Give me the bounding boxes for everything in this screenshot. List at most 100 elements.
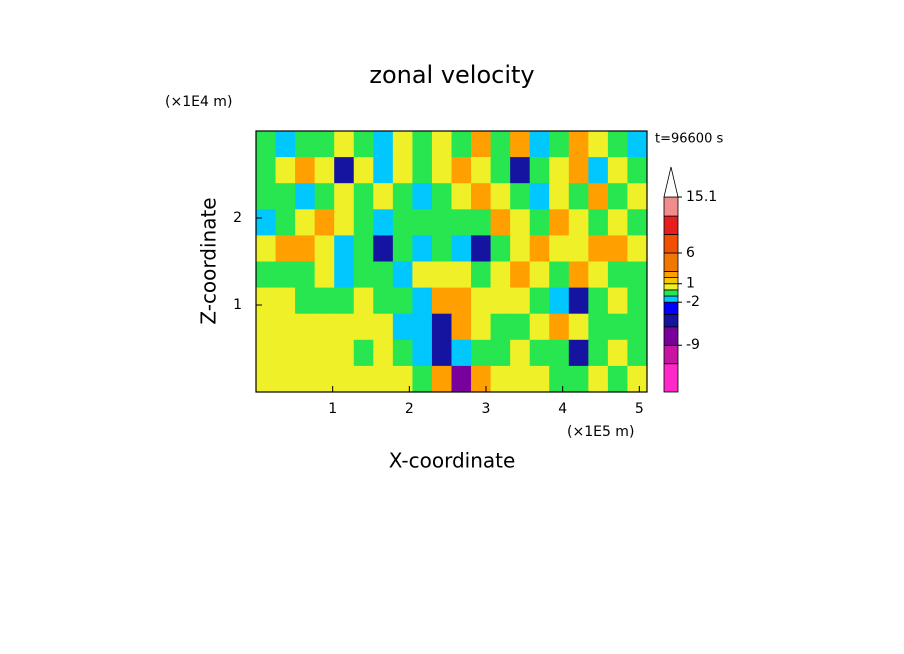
colorbar-tick-label: 1	[686, 276, 695, 292]
plot-frame	[255, 130, 648, 393]
contour-cell	[607, 261, 628, 289]
x-tick-label: 3	[482, 401, 491, 417]
colorbar-box	[663, 344, 679, 365]
contour-cell	[256, 313, 277, 341]
contour-cell	[451, 209, 472, 236]
contour-cell	[431, 261, 452, 289]
contour-cell	[627, 339, 648, 367]
contour-cell	[295, 183, 316, 210]
contour-cell	[275, 287, 296, 315]
contour-cell	[275, 131, 296, 158]
contour-cell	[471, 235, 492, 262]
contour-cell	[627, 313, 648, 341]
contour-cell	[588, 287, 609, 315]
contour-cell	[490, 209, 511, 236]
contour-cell	[627, 261, 648, 289]
contour-cell	[451, 183, 472, 210]
contour-cell	[334, 235, 355, 262]
contour-cell	[549, 339, 570, 367]
contour-cell	[412, 209, 433, 236]
time-label: t=96600 s	[655, 132, 723, 147]
contour-cell	[627, 183, 648, 210]
contour-cell	[295, 339, 316, 367]
contour-cell	[334, 339, 355, 367]
colorbar-box	[663, 363, 679, 393]
contour-cell	[353, 209, 374, 236]
contour-cell	[412, 313, 433, 341]
contour-cell	[451, 365, 472, 393]
contour-cell	[549, 313, 570, 341]
contour-cell	[314, 235, 335, 262]
contour-cell	[275, 235, 296, 262]
colorbar-box	[663, 271, 679, 278]
contour-cell	[314, 183, 335, 210]
contour-cell	[627, 287, 648, 315]
contour-cell	[412, 131, 433, 158]
contour-cell	[451, 287, 472, 315]
contour-cell	[431, 313, 452, 341]
contour-cell	[451, 261, 472, 289]
contour-cell	[275, 209, 296, 236]
contour-cell	[471, 365, 492, 393]
contour-cell	[510, 183, 531, 210]
contour-cell	[373, 365, 394, 393]
contour-cell	[295, 261, 316, 289]
contour-cell	[568, 157, 589, 184]
contour-cell	[490, 339, 511, 367]
colorbar-box	[663, 326, 679, 346]
contour-cell	[490, 261, 511, 289]
contour-cell	[431, 365, 452, 393]
contour-cell	[471, 261, 492, 289]
contour-cell	[568, 131, 589, 158]
contour-cell	[412, 157, 433, 184]
y-unit: (×1E4 m)	[165, 94, 232, 110]
contour-cell	[334, 313, 355, 341]
contour-cell	[314, 209, 335, 236]
colorbar-box	[663, 215, 679, 235]
contour-cell	[314, 157, 335, 184]
colorbar-box	[663, 283, 679, 291]
contour-cell	[490, 365, 511, 393]
contour-cell	[314, 287, 335, 315]
contour-cell	[568, 235, 589, 262]
contour-cell	[392, 157, 413, 184]
contour-cell	[373, 339, 394, 367]
contour-cell	[607, 131, 628, 158]
contour-cell	[588, 313, 609, 341]
contour-cell	[627, 131, 648, 158]
contour-cell	[510, 287, 531, 315]
contour-cell	[510, 261, 531, 289]
contour-cell	[412, 339, 433, 367]
x-tick-label: 4	[558, 401, 567, 417]
contour-cell	[353, 131, 374, 158]
contour-cell	[295, 157, 316, 184]
y-tick-label: 1	[233, 297, 242, 313]
contour-cell	[392, 131, 413, 158]
x-tick-label: 5	[635, 401, 644, 417]
contour-cell	[529, 235, 550, 262]
contour-cell	[490, 131, 511, 158]
contour-cell	[588, 157, 609, 184]
contour-cell	[529, 339, 550, 367]
contour-cell	[451, 339, 472, 367]
contour-cell	[256, 235, 277, 262]
contour-cell	[549, 131, 570, 158]
contour-cell	[549, 261, 570, 289]
contour-cell	[490, 313, 511, 341]
contour-cell	[529, 209, 550, 236]
colorbar-tick-label: -2	[686, 294, 700, 310]
colorbar-box	[663, 289, 679, 297]
contour-cell	[392, 313, 413, 341]
contour-cell	[607, 235, 628, 262]
contour-cell	[588, 209, 609, 236]
contour-cell	[471, 157, 492, 184]
contour-cell	[334, 157, 355, 184]
contour-cell	[451, 313, 472, 341]
contour-cell	[353, 183, 374, 210]
chart-title: zonal velocity	[369, 61, 534, 89]
contour-cell	[431, 287, 452, 315]
contour-cell	[451, 157, 472, 184]
contour-cell	[373, 287, 394, 315]
contour-cell	[588, 131, 609, 158]
contour-cell	[607, 209, 628, 236]
